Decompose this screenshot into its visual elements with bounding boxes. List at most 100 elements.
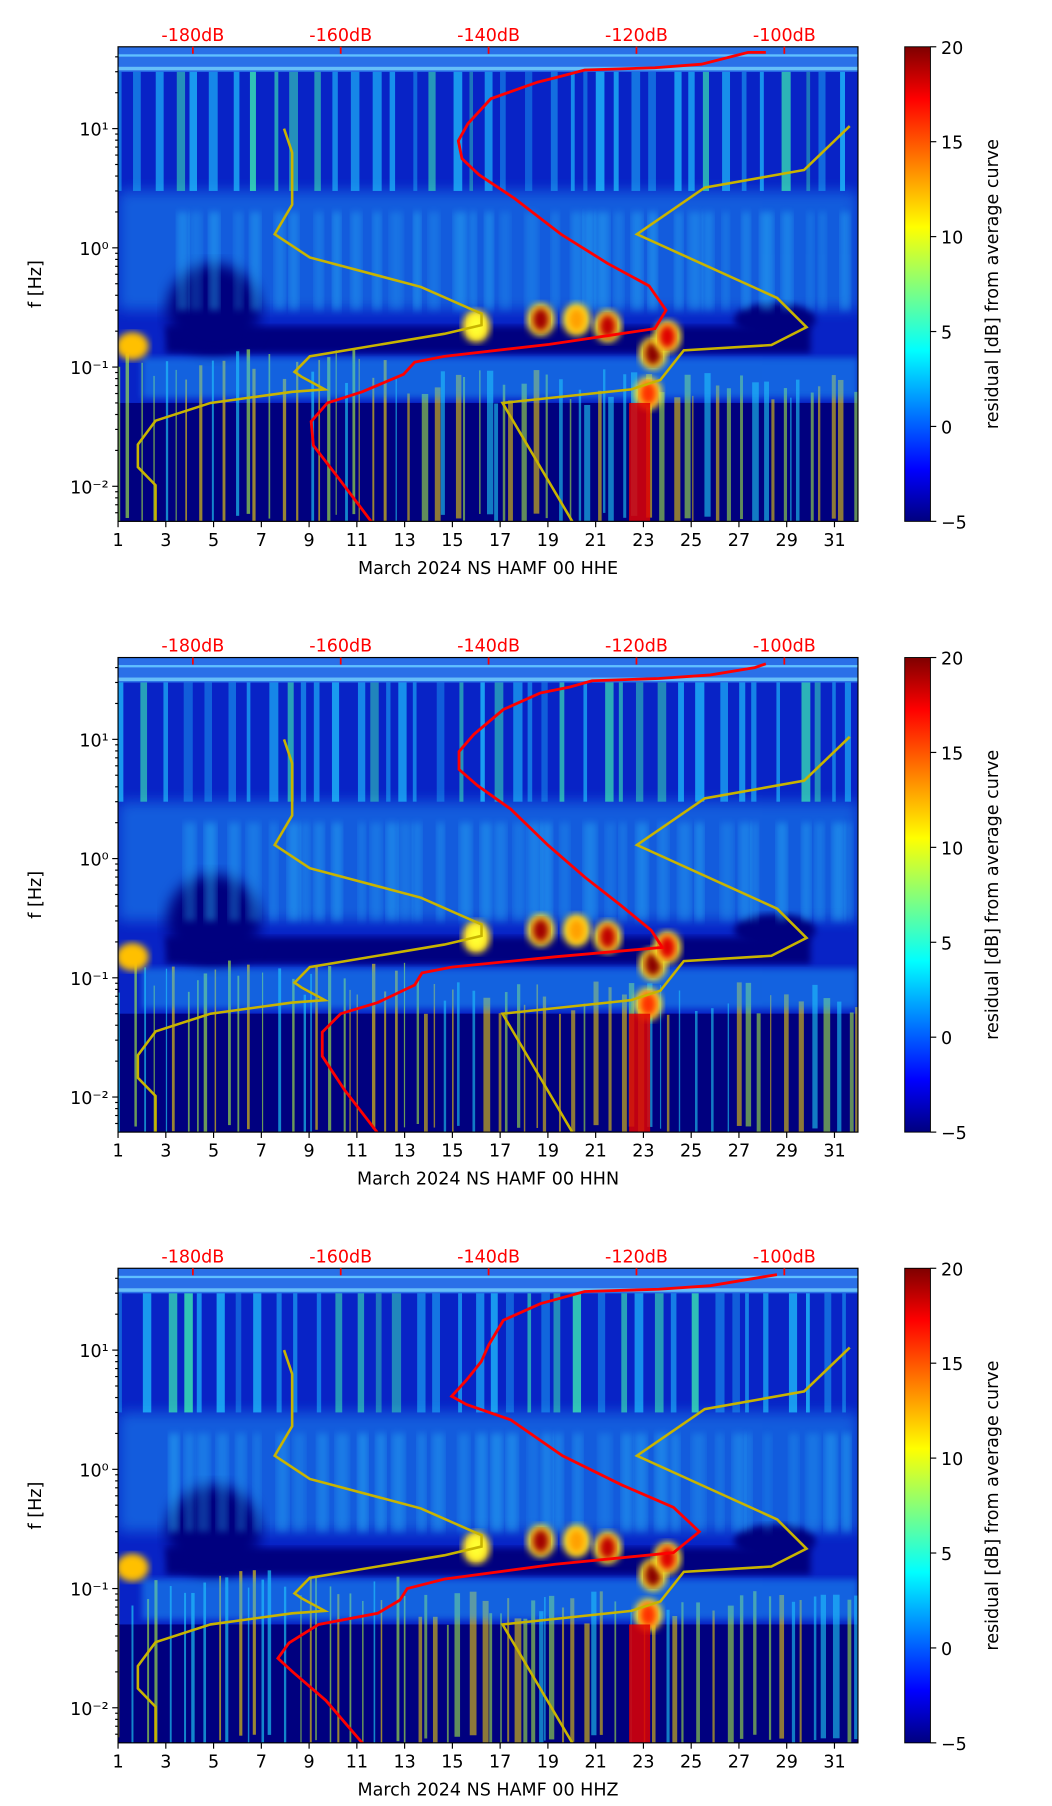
yellow-model-curve-1 (136, 738, 483, 1133)
red-average-curve (309, 50, 766, 522)
x-tick-label: 5 (208, 531, 219, 551)
top-db-tick-label: -180dB (161, 637, 224, 657)
x-tick-label: 17 (489, 531, 511, 551)
top-db-tick-label: -100dB (753, 1247, 816, 1267)
x-tick-label: 17 (489, 1142, 511, 1162)
x-tick-label: 25 (680, 1752, 702, 1772)
yellow-model-curve-1 (136, 1349, 483, 1743)
y-tick-label: 10⁻² (70, 1089, 109, 1109)
top-db-tick-label: -100dB (753, 26, 816, 46)
x-tick-label: 17 (489, 1752, 511, 1772)
x-tick-label: 11 (346, 1142, 368, 1162)
yellow-model-curve-1 (136, 128, 483, 522)
x-tick-label: 23 (632, 1142, 654, 1162)
x-tick-label: 19 (537, 531, 559, 551)
x-tick-label: 25 (680, 1142, 702, 1162)
colorbar-tick-label: 15 (941, 1355, 963, 1375)
x-tick-label: 13 (393, 1142, 415, 1162)
red-average-curve (276, 1273, 778, 1743)
colorbar-tick-label: 20 (941, 1260, 963, 1280)
x-tick-label: 29 (776, 1142, 798, 1162)
top-db-tick-label: -180dB (161, 26, 224, 46)
x-tick-label: 19 (537, 1142, 559, 1162)
y-axis-label: f [Hz] (26, 1482, 46, 1530)
y-tick-label: 10⁰ (79, 851, 108, 871)
top-db-tick-label: -100dB (753, 637, 816, 657)
x-tick-label: 1 (112, 531, 123, 551)
top-db-tick-label: -140dB (457, 26, 520, 46)
x-tick-label: 11 (346, 531, 368, 551)
red-average-curve (320, 662, 767, 1133)
x-tick-label: 25 (680, 531, 702, 551)
colorbar-tick-label: 20 (941, 39, 963, 59)
top-db-tick-label: -120dB (605, 1247, 668, 1267)
y-tick-label: 10⁰ (79, 1461, 108, 1481)
x-tick-label: 21 (585, 531, 607, 551)
y-tick-label: 10¹ (79, 1342, 108, 1362)
colorbar-tick-label: 10 (941, 839, 963, 859)
colorbar-tick-label: 0 (941, 418, 952, 438)
x-tick-label: 29 (776, 531, 798, 551)
x-tick-label: 27 (728, 1142, 750, 1162)
top-db-tick-label: -180dB (161, 1247, 224, 1267)
colorbar-tick-label: 5 (941, 1545, 952, 1565)
y-axis-label: f [Hz] (26, 260, 46, 308)
top-db-tick-label: -120dB (605, 26, 668, 46)
top-db-tick-label: -140dB (457, 637, 520, 657)
x-tick-label: 1 (112, 1752, 123, 1772)
y-tick-label: 10¹ (79, 121, 108, 141)
colorbar-label: residual [dB] from average curve (983, 139, 1003, 429)
y-tick-label: 10⁻¹ (70, 1581, 109, 1601)
colorbar-tick-label: 0 (941, 1640, 952, 1660)
x-tick-label: 13 (393, 531, 415, 551)
y-tick-label: 10⁻² (70, 478, 109, 498)
top-db-tick-label: -120dB (605, 637, 668, 657)
x-tick-label: 7 (256, 1752, 267, 1772)
x-tick-label: 15 (441, 531, 463, 551)
x-tick-label: 3 (160, 531, 171, 551)
colorbar-tick-label: 0 (941, 1029, 952, 1049)
x-tick-label: 9 (304, 531, 315, 551)
colorbar-tick-label: 5 (941, 934, 952, 954)
spectrogram-image (118, 46, 858, 522)
x-tick-label: 11 (346, 1752, 368, 1772)
y-axis-label: f [Hz] (26, 871, 46, 919)
colorbar-tick-label: 20 (941, 650, 963, 670)
colorbar-tick-label: 5 (941, 324, 952, 344)
x-tick-label: 3 (160, 1142, 171, 1162)
x-tick-label: 9 (304, 1142, 315, 1162)
y-tick-label: 10⁰ (79, 240, 108, 260)
x-tick-label: 21 (585, 1142, 607, 1162)
x-tick-label: 3 (160, 1752, 171, 1772)
top-db-tick-label: -160dB (309, 637, 372, 657)
x-tick-label: 29 (776, 1752, 798, 1772)
x-axis-label: March 2024 NS HAMF 00 HHE (358, 559, 618, 579)
colorbar (904, 657, 931, 1133)
colorbar-tick-label: 15 (941, 134, 963, 154)
x-tick-label: 5 (208, 1752, 219, 1772)
y-tick-label: 10⁻¹ (70, 970, 109, 990)
top-db-tick-label: -140dB (457, 1247, 520, 1267)
colorbar-label: residual [dB] from average curve (983, 750, 1003, 1040)
x-tick-label: 9 (304, 1752, 315, 1772)
x-tick-label: 31 (823, 1142, 845, 1162)
x-tick-label: 27 (728, 1752, 750, 1772)
x-tick-label: 7 (256, 1142, 267, 1162)
yellow-model-curve-2 (500, 1346, 851, 1743)
spectrogram-image (118, 657, 858, 1133)
colorbar (904, 46, 931, 522)
x-tick-label: 15 (441, 1142, 463, 1162)
top-db-tick-label: -160dB (309, 1247, 372, 1267)
x-tick-label: 15 (441, 1752, 463, 1772)
spectrogram-image (118, 1268, 858, 1743)
x-tick-label: 31 (823, 531, 845, 551)
yellow-model-curve-2 (500, 125, 851, 522)
x-tick-label: 13 (393, 1752, 415, 1772)
x-tick-label: 7 (256, 531, 267, 551)
yellow-model-curve-2 (500, 735, 851, 1133)
colorbar-label: residual [dB] from average curve (983, 1361, 1003, 1651)
x-tick-label: 31 (823, 1752, 845, 1772)
